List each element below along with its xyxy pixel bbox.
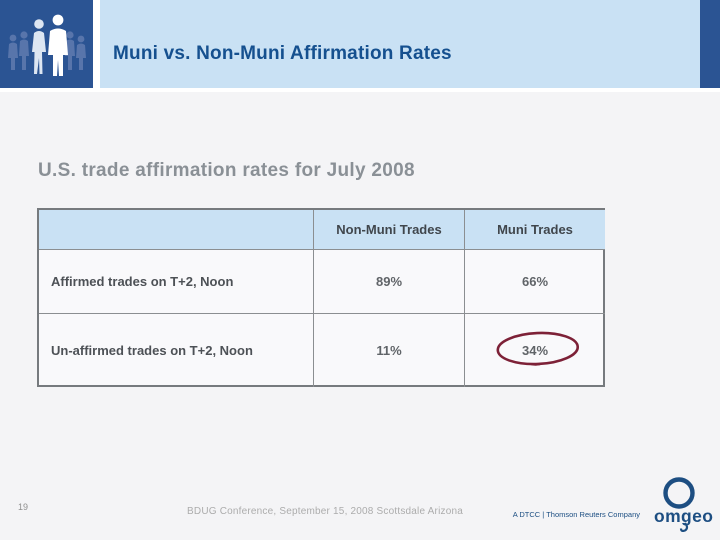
omgeo-ring-icon: omgeo: [652, 477, 718, 536]
footer-conference-text: BDUG Conference, September 15, 2008 Scot…: [187, 506, 463, 517]
people-crowd-icon: [0, 0, 93, 88]
value-affirmed-muni: 66%: [465, 250, 605, 314]
people-silhouettes-logo: [0, 0, 93, 88]
value-unaffirmed-muni: 34%: [465, 314, 605, 387]
value-affirmed-non-muni: 89%: [314, 250, 465, 314]
slide-header: Muni vs. Non-Muni Affirmation Rates: [0, 0, 720, 92]
table-header-muni: Muni Trades: [465, 210, 605, 250]
affirmation-rates-table: Non-Muni Trades Muni Trades Affirmed tra…: [37, 208, 605, 387]
slide-title: Muni vs. Non-Muni Affirmation Rates: [113, 43, 452, 64]
row-label-affirmed: Affirmed trades on T+2, Noon: [39, 250, 314, 314]
value-unaffirmed-non-muni: 11%: [314, 314, 465, 387]
circled-value: 34%: [521, 343, 549, 358]
slide-number: 19: [18, 502, 29, 512]
table-header-spacer: [39, 210, 314, 250]
row-label-unaffirmed: Un-affirmed trades on T+2, Noon: [39, 314, 314, 387]
slide-subtitle: U.S. trade affirmation rates for July 20…: [38, 160, 415, 181]
footer-company-text: A DTCC | Thomson Reuters Company: [512, 510, 640, 519]
omgeo-wordmark: omgeo: [654, 506, 713, 526]
right-edge-stripe: [700, 0, 720, 88]
omgeo-logo: omgeo: [652, 474, 718, 533]
title-band: Muni vs. Non-Muni Affirmation Rates: [100, 0, 700, 88]
table-header-non-muni: Non-Muni Trades: [314, 210, 465, 250]
